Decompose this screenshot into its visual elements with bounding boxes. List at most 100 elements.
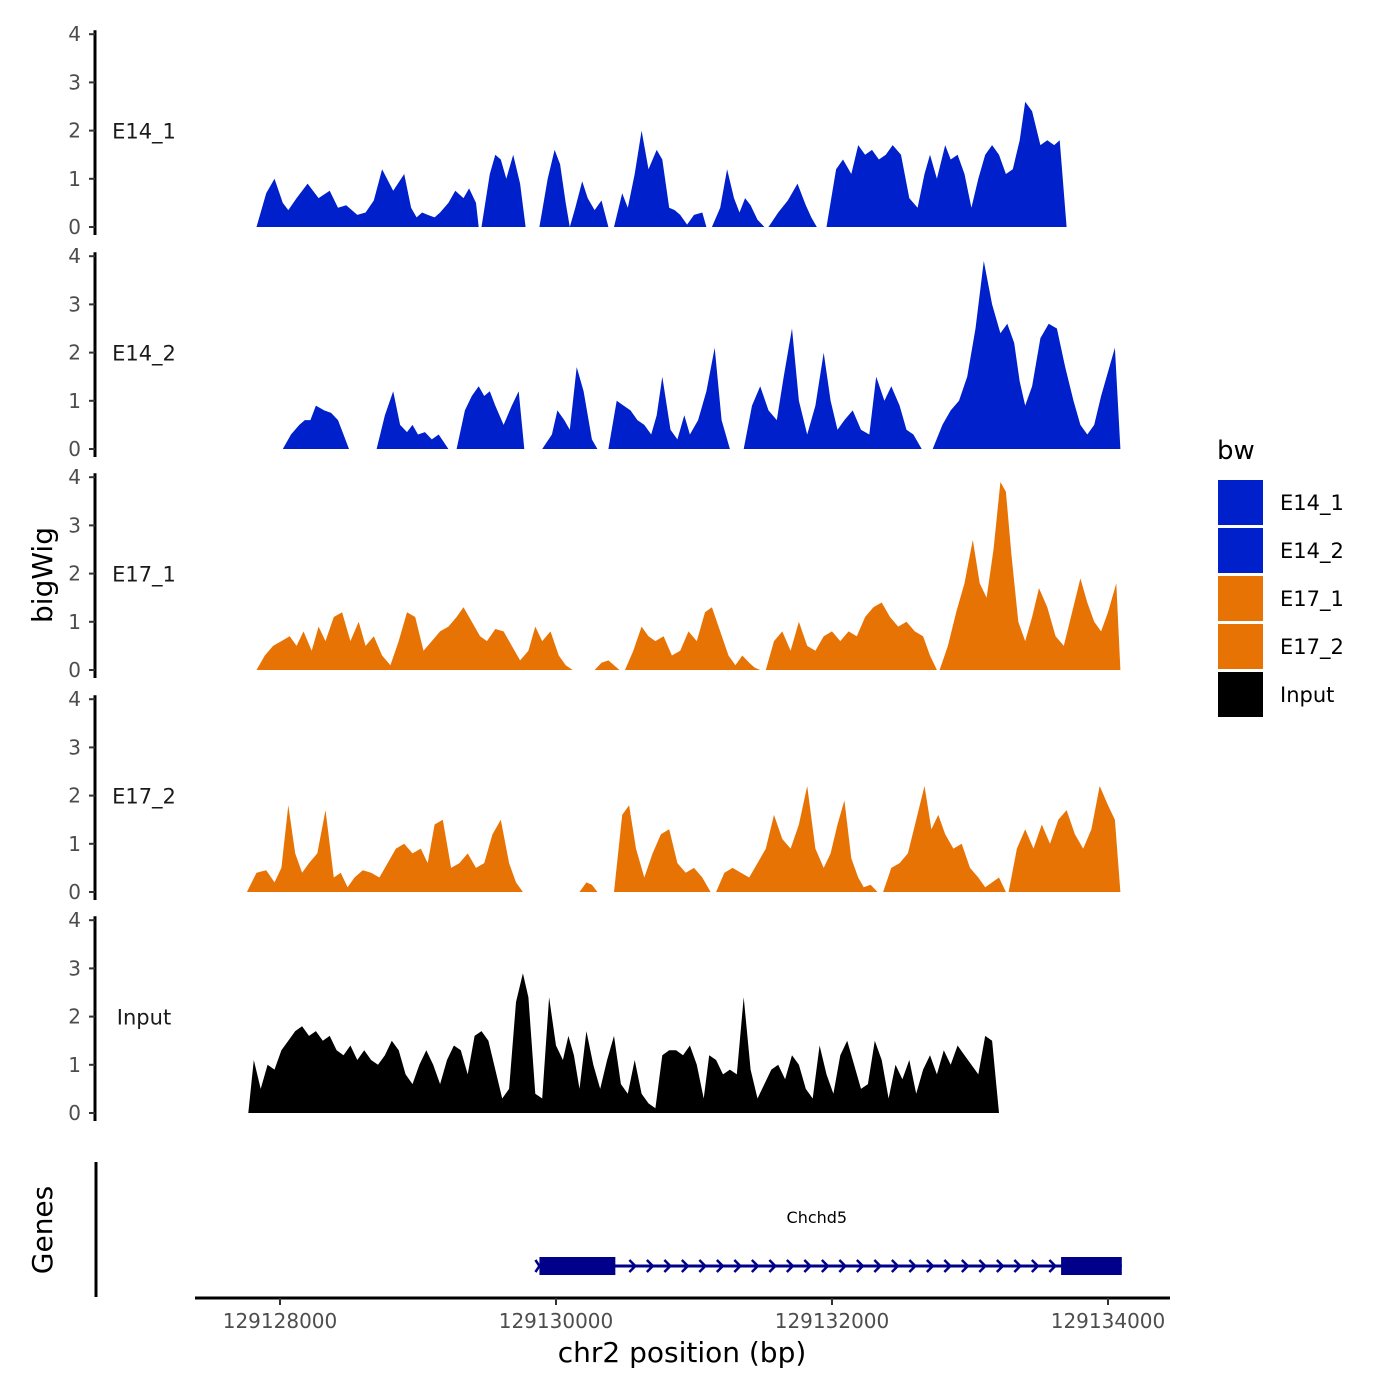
- area-E17_2-segment-1: [246, 805, 562, 892]
- area-E14_1-segment-2: [481, 154, 526, 227]
- area-E14_2-segment-2: [376, 391, 449, 449]
- track-E14_1-y-tick-label: 0: [68, 215, 81, 239]
- track-E17_2-y-tick-label: 3: [68, 735, 81, 759]
- track-Input-y-tick-label: 0: [68, 1101, 81, 1125]
- legend-key-Input: [1218, 672, 1263, 717]
- x-tick-label: 129134000: [1051, 1309, 1166, 1333]
- track-E14_1-y-tick-label: 3: [68, 70, 81, 94]
- gene-start-cap-icon: [534, 1259, 545, 1273]
- track-label-E14_1: E14_1: [112, 120, 176, 145]
- x-axis-title: chr2 position (bp): [558, 1336, 807, 1369]
- track-E17_2: 0 1 2 3 4 E17_2: [68, 687, 1121, 904]
- strand-arrow-icon: [628, 1259, 638, 1273]
- gene-model: [534, 1257, 1122, 1275]
- area-E17_1-segment-1: [256, 607, 590, 670]
- area-E14_1-segment-3: [539, 149, 609, 227]
- area-E17_2-segment-2: [579, 882, 598, 892]
- track-Input-y-tick-label: 3: [68, 956, 81, 980]
- area-E17_2-segment-3: [614, 805, 711, 892]
- strand-arrow-icon: [645, 1259, 655, 1273]
- strand-arrow-icon: [838, 1259, 848, 1273]
- track-E14_2: 0 1 2 3 4 E14_2: [68, 244, 1121, 461]
- track-Input-y-tick-label: 1: [68, 1053, 81, 1077]
- strand-arrow-icon: [960, 1259, 970, 1273]
- y-axis-title: bigWig: [26, 527, 59, 623]
- track-E17_2-y-tick-label: 2: [68, 784, 81, 808]
- strand-arrow-icon: [680, 1259, 690, 1273]
- strand-arrow-icon: [855, 1259, 865, 1273]
- track-label-Input: Input: [117, 1006, 171, 1030]
- gene-label: Chchd5: [787, 1208, 848, 1227]
- area-E14_2-segment-4: [542, 367, 598, 449]
- track-E14_2-y-tick-label: 1: [68, 389, 81, 413]
- gene-exon-1: [539, 1257, 616, 1275]
- x-axis: 129128000 129130000 129132000 129134000: [195, 1296, 1170, 1333]
- strand-arrow-icon: [733, 1259, 743, 1273]
- strand-arrow-icon: [768, 1259, 778, 1273]
- track-Input-y-tick-label: 4: [68, 908, 81, 932]
- strand-arrow-icon: [943, 1259, 953, 1273]
- x-tick-label: 129128000: [223, 1309, 338, 1333]
- strand-arrow-icon: [820, 1259, 830, 1273]
- strand-arrow-icon: [803, 1259, 813, 1273]
- track-Input: 0 1 2 3 4 Input: [68, 908, 1000, 1125]
- track-E17_1-y-tick-label: 4: [68, 465, 81, 489]
- strand-arrow-icon: [995, 1259, 1005, 1273]
- legend-key-E17_1: [1218, 576, 1263, 621]
- track-E17_1-y-tick-label: 0: [68, 658, 81, 682]
- area-E17_2-segment-5: [883, 786, 1006, 892]
- legend-label-E17_1: E17_1: [1280, 587, 1344, 612]
- strand-arrow-icon: [698, 1259, 708, 1273]
- track-label-E17_2: E17_2: [112, 785, 176, 810]
- area-E14_2-segment-7: [932, 261, 1121, 449]
- legend: bw E14_1 E14_2 E17_1 E17_2 Input: [1217, 436, 1344, 717]
- strand-arrow-icon: [1013, 1259, 1023, 1273]
- strand-arrow-icon: [715, 1259, 725, 1273]
- area-E14_1-segment-1: [256, 169, 479, 227]
- area-E17_2-segment-6: [1008, 786, 1121, 892]
- area-E14_1-segment-7: [826, 101, 1121, 227]
- legend-key-E14_1: [1218, 480, 1263, 525]
- legend-key-E17_2: [1218, 624, 1263, 669]
- strand-arrow-icon: [908, 1259, 918, 1273]
- area-E14_1-segment-6: [768, 183, 817, 227]
- tracks-group: 0 1 2 3 4 E14_1 0 1 2 3 4 E14_2 0 1 2 3 4 E17_1 0 1 2 3 4 E17_2…: [68, 22, 1121, 1125]
- area-Input-segment-1: [248, 973, 1000, 1113]
- area-E17_1-segment-3: [625, 607, 761, 670]
- track-E17_2-y-tick-label: 1: [68, 832, 81, 856]
- area-E14_2-segment-6: [743, 328, 922, 449]
- track-Input-y-tick-label: 2: [68, 1005, 81, 1029]
- track-E17_2-y-tick-label: 0: [68, 880, 81, 904]
- legend-label-Input: Input: [1280, 683, 1334, 707]
- area-E17_1-segment-2: [594, 660, 620, 670]
- strand-arrow-icon: [1030, 1259, 1040, 1273]
- track-label-E17_1: E17_1: [112, 563, 176, 588]
- strand-arrow-icon: [750, 1259, 760, 1273]
- track-E14_1-y-tick-label: 4: [68, 22, 81, 46]
- track-E14_2-y-tick-label: 3: [68, 292, 81, 316]
- legend-key-E14_2: [1218, 528, 1263, 573]
- area-E17_2-segment-4: [716, 786, 878, 892]
- genes-axis-title: Genes: [26, 1186, 59, 1274]
- x-tick-label: 129130000: [499, 1309, 614, 1333]
- gene-exon-2: [1061, 1257, 1122, 1275]
- legend-title: bw: [1217, 436, 1255, 466]
- area-E14_2-segment-1: [282, 405, 349, 449]
- track-label-E14_2: E14_2: [112, 342, 176, 367]
- track-E17_1-y-tick-label: 1: [68, 610, 81, 634]
- track-E14_2-y-tick-label: 2: [68, 341, 81, 365]
- track-E17_1-y-tick-label: 2: [68, 562, 81, 586]
- legend-label-E14_2: E14_2: [1280, 539, 1344, 564]
- area-E14_1-segment-5: [711, 169, 765, 227]
- strand-arrow-icon: [925, 1259, 935, 1273]
- area-E14_2-segment-3: [456, 386, 525, 449]
- track-E14_1-y-tick-label: 2: [68, 119, 81, 143]
- legend-label-E17_2: E17_2: [1280, 635, 1344, 660]
- area-E14_1-segment-4: [614, 130, 707, 227]
- legend-label-E14_1: E14_1: [1280, 491, 1344, 516]
- track-E17_1: 0 1 2 3 4 E17_1: [68, 465, 1121, 682]
- track-E14_1: 0 1 2 3 4 E14_1: [68, 22, 1121, 239]
- strand-arrow-icon: [663, 1259, 673, 1273]
- track-E14_2-y-tick-label: 0: [68, 437, 81, 461]
